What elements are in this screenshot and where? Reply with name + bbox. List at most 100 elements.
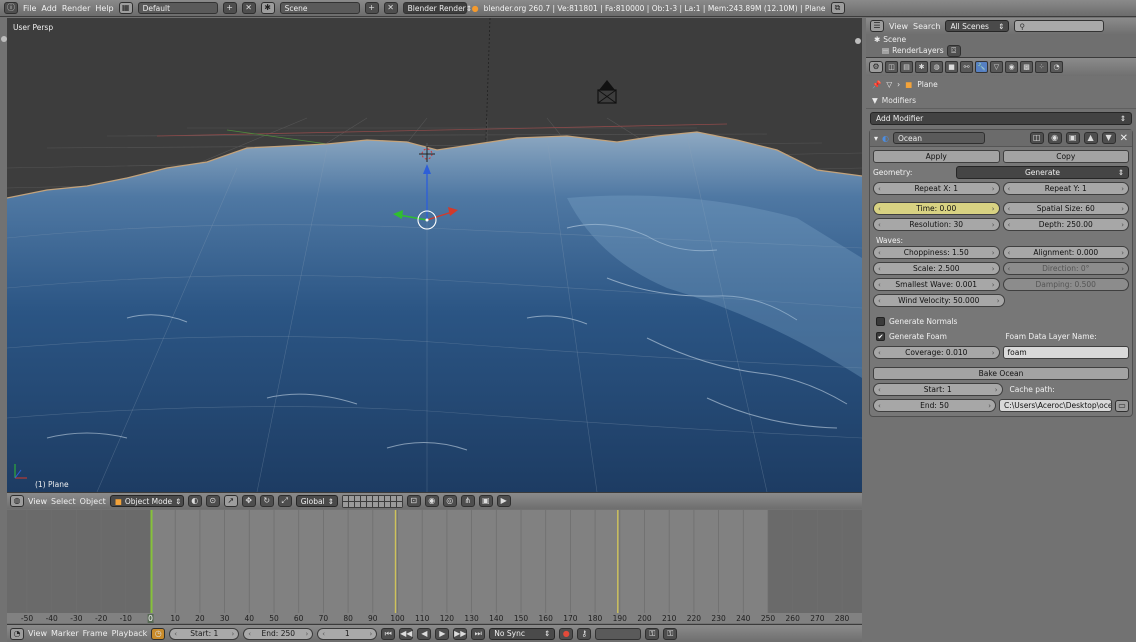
move-down-icon[interactable]: ▼ (1101, 132, 1116, 144)
wind-velocity-field[interactable]: ‹ Wind Velocity: 50.000 › (873, 294, 1005, 307)
menu-help[interactable]: Help (95, 3, 114, 13)
copy-button[interactable]: Copy (1002, 150, 1129, 163)
record-icon[interactable]: ● (559, 627, 574, 640)
fullscreen-icon[interactable]: ⧉ (830, 2, 845, 14)
scale-field[interactable]: ‹ Scale: 2.500 › (873, 262, 1000, 275)
transform-manipulator[interactable] (393, 164, 458, 230)
tab-scene[interactable]: ✱ (915, 61, 928, 73)
folder-icon[interactable]: ▭ (1115, 399, 1129, 412)
pin-icon[interactable]: 📌 (872, 80, 882, 89)
tab-object[interactable]: ■ (945, 61, 958, 73)
keying-set-icon[interactable]: ⚷ (577, 627, 592, 640)
bake-end-field[interactable]: ‹ End: 50 › (873, 399, 996, 412)
menu-view[interactable]: View (28, 496, 47, 506)
lock-layers-icon[interactable]: ⊡ (406, 495, 421, 507)
menu-frame[interactable]: Frame (82, 629, 108, 638)
tab-render[interactable]: ◫ (885, 61, 898, 73)
pivot-point-icon[interactable]: ⊙ (205, 495, 220, 507)
geometry-select[interactable]: Generate ⇕ (956, 166, 1129, 179)
decrement-arrow-icon[interactable]: ‹ (174, 629, 178, 638)
editor-type-icon[interactable]: ⓘ (4, 2, 18, 14)
modifiers-panel-header[interactable]: ▼ Modifiers (866, 93, 1136, 109)
translate-icon[interactable]: ✥ (241, 495, 256, 507)
remove-layout-icon[interactable]: ✕ (241, 2, 256, 14)
insert-keyframe-icon[interactable]: ⚿ (645, 627, 660, 640)
editor-type-properties-icon[interactable]: ⚙ (869, 61, 883, 73)
show-editmode-icon[interactable]: ▣ (1065, 132, 1080, 144)
tab-modifiers[interactable]: 🔧 (975, 61, 988, 73)
scene-field[interactable]: Scene (279, 2, 360, 14)
bake-ocean-button[interactable]: Bake Ocean (873, 367, 1129, 380)
menu-search[interactable]: Search (912, 21, 941, 31)
scene-icon[interactable]: ✱ (260, 2, 275, 14)
menu-view[interactable]: View (28, 629, 47, 638)
scale-icon[interactable]: ⤢ (277, 495, 292, 507)
rotate-icon[interactable]: ↻ (259, 495, 274, 507)
menu-select[interactable]: Select (50, 496, 76, 506)
opengl-render-icon[interactable]: ▶ (496, 495, 511, 507)
camera-icon[interactable]: ⌼ (946, 44, 961, 57)
tab-texture[interactable]: ▩ (1020, 61, 1033, 73)
sync-select[interactable]: No Sync ⇕ (489, 627, 556, 640)
tab-physics[interactable]: ◔ (1050, 61, 1063, 73)
snap-target-icon[interactable]: ▣ (478, 495, 493, 507)
screen-layout-icon[interactable]: ▦ (118, 2, 133, 14)
repeat-x-field[interactable]: ‹ Repeat X: 1 › (873, 182, 1000, 195)
jump-start-icon[interactable]: ⏮ (381, 627, 396, 640)
jump-end-icon[interactable]: ⏭ (471, 627, 486, 640)
delete-keyframe-icon[interactable]: ⚿ (663, 627, 678, 640)
viewport-shading-icon[interactable]: ◐ (187, 495, 202, 507)
preview-range-icon[interactable]: ◷ (151, 627, 166, 640)
cache-path-input[interactable]: C:\Users\Aceroc\Desktop\ocean\ (999, 399, 1112, 412)
menu-file[interactable]: File (23, 3, 37, 13)
spatial-size-field[interactable]: ‹ Spatial Size: 60 › (1002, 202, 1129, 215)
keying-set-field[interactable] (595, 627, 642, 640)
outliner-item-scene[interactable]: ✱ Scene (866, 34, 1136, 45)
play-icon[interactable]: ▶ (435, 627, 450, 640)
generate-foam-checkbox[interactable]: ✔ Generate Foam (873, 330, 1003, 343)
play-reverse-icon[interactable]: ◀ (417, 627, 432, 640)
show-viewport-icon[interactable]: ◉ (1047, 132, 1062, 144)
toolshelf-handle[interactable] (1, 36, 7, 42)
render-preview-icon[interactable]: ◉ (424, 495, 439, 507)
tab-world[interactable]: ◍ (930, 61, 943, 73)
choppiness-field[interactable]: ‹ Choppiness: 1.50 › (873, 246, 1000, 259)
menu-marker[interactable]: Marker (50, 629, 79, 638)
modifier-name-input[interactable]: Ocean (893, 132, 985, 144)
current-frame-field[interactable]: ‹ 1 › (317, 627, 378, 640)
next-keyframe-icon[interactable]: ▶▶ (453, 627, 468, 640)
smallest-wave-field[interactable]: ‹ Smallest Wave: 0.001 › (873, 278, 1000, 291)
timeline-area[interactable]: -50 -40 -30 -20 -10 0 10 20 30 40 50 60 70 80 90 100 110… (7, 510, 862, 623)
increment-arrow-icon[interactable]: › (305, 629, 309, 638)
move-up-icon[interactable]: ▲ (1083, 132, 1098, 144)
display-mode-select[interactable]: All Scenes ⇕ (945, 20, 1010, 32)
collapse-triangle-icon[interactable]: ▾ (874, 133, 879, 143)
end-frame-field[interactable]: ‹ End: 250 › (243, 627, 314, 640)
outliner-search-input[interactable]: ⚲ (1014, 20, 1105, 32)
add-modifier-select[interactable]: Add Modifier ⇕ (870, 112, 1132, 125)
apply-button[interactable]: Apply (873, 150, 1000, 163)
screen-layout-field[interactable]: Default (137, 2, 218, 14)
editor-type-timeline-icon[interactable]: ◔ (10, 627, 24, 640)
manipulator-toggle-icon[interactable]: ↗ (223, 495, 238, 507)
orientation-select[interactable]: Global ⇕ (295, 495, 338, 507)
add-scene-icon[interactable]: + (364, 2, 379, 14)
repeat-y-field[interactable]: ‹ Repeat Y: 1 › (1002, 182, 1129, 195)
coverage-field[interactable]: ‹ Coverage: 0.010 › (873, 346, 1000, 359)
tab-data[interactable]: ▽ (990, 61, 1003, 73)
layer-grid[interactable] (341, 494, 403, 508)
editor-type-3dview-icon[interactable]: ◍ (10, 495, 24, 507)
render-engine-select[interactable]: Blender Render ⇕ (402, 2, 472, 14)
alignment-field[interactable]: ‹ Alignment: 0.000 › (1002, 246, 1129, 259)
outliner-item-renderlayers[interactable]: ▤ RenderLayers ⌼ (866, 44, 1136, 57)
menu-view[interactable]: View (889, 21, 908, 31)
start-frame-field[interactable]: ‹ Start: 1 › (169, 627, 240, 640)
snap-icon[interactable]: ⋔ (460, 495, 475, 507)
proportional-edit-icon[interactable]: ◎ (442, 495, 457, 507)
3d-viewport[interactable]: User Persp (1) Plane (7, 18, 862, 492)
increment-arrow-icon[interactable]: › (231, 629, 235, 638)
mode-select[interactable]: ■ Object Mode ⇕ (109, 495, 184, 507)
decrement-arrow-icon[interactable]: ‹ (248, 629, 252, 638)
area-split-handle[interactable] (855, 38, 861, 44)
foam-layer-input[interactable]: foam (1002, 346, 1129, 359)
